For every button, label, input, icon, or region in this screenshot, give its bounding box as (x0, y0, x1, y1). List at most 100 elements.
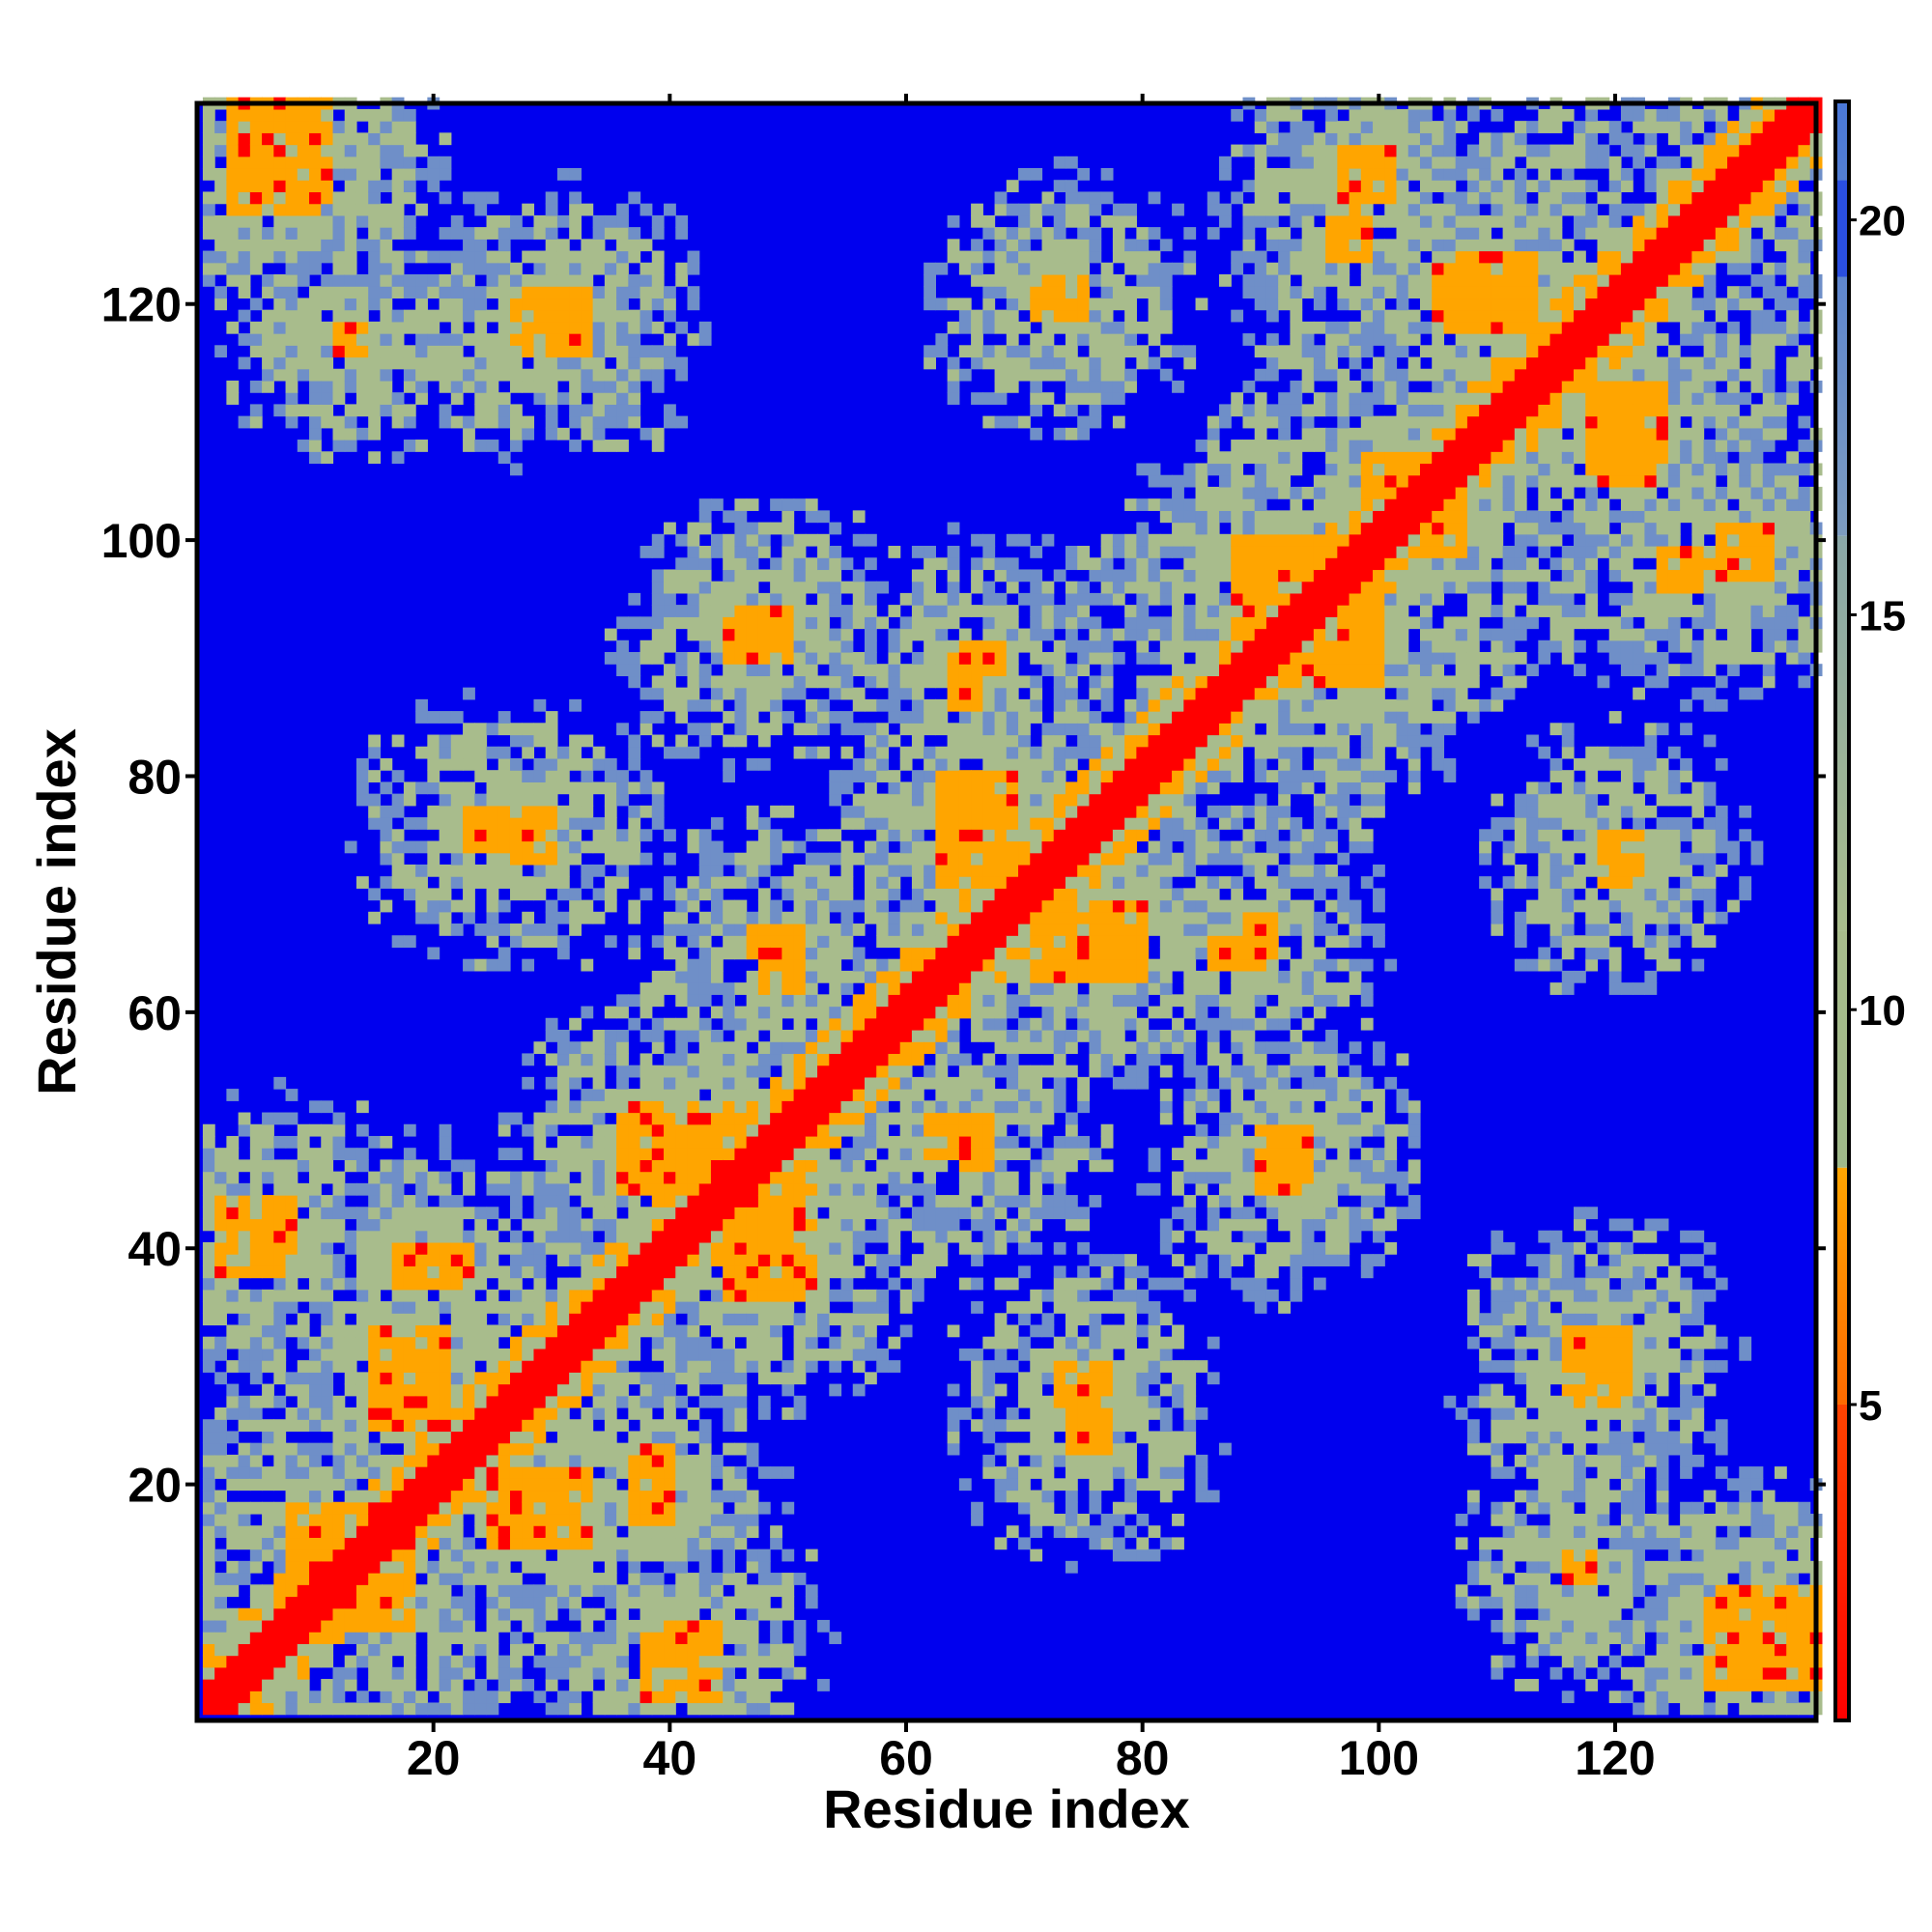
heatmap-cell (439, 168, 452, 181)
heatmap-cell (829, 651, 842, 665)
heatmap-cell (249, 1407, 263, 1420)
heatmap-cell (604, 1584, 617, 1598)
heatmap-cell (545, 321, 558, 334)
heatmap-cell (723, 757, 736, 771)
heatmap-cell (309, 1182, 322, 1196)
heatmap-cell (249, 1195, 263, 1208)
heatmap-cell (675, 1017, 689, 1031)
heatmap-cell (262, 250, 274, 264)
heatmap-cell (486, 1182, 499, 1196)
heatmap-cell (368, 392, 382, 405)
heatmap-cell (285, 1218, 298, 1232)
heatmap-cell (380, 1596, 393, 1609)
heatmap-cell (947, 1383, 960, 1397)
heatmap-cell (651, 1513, 665, 1526)
heatmap-cell (368, 214, 382, 228)
heatmap-cell (297, 1478, 310, 1492)
heatmap-cell (817, 1159, 830, 1173)
heatmap-cell (415, 1702, 428, 1716)
heatmap-cell (262, 1513, 274, 1526)
heatmap-cell (840, 1241, 854, 1255)
heatmap-cell (994, 321, 1008, 334)
heatmap-cell (439, 1171, 452, 1184)
heatmap-cell (982, 687, 996, 700)
heatmap-cell (450, 1241, 464, 1255)
heatmap-cell (249, 404, 263, 417)
heatmap-cell (604, 214, 617, 228)
heatmap-cell (911, 994, 924, 1008)
heatmap-cell (415, 1584, 428, 1598)
heatmap-cell (368, 345, 382, 358)
heatmap-cell (463, 1336, 475, 1350)
heatmap-cell (911, 711, 924, 724)
heatmap-cell (888, 935, 901, 949)
heatmap-cell (486, 214, 499, 228)
heatmap-cell (888, 1112, 901, 1125)
heatmap-cell (509, 368, 523, 382)
heatmap-cell (935, 698, 949, 712)
heatmap-cell (522, 1313, 535, 1326)
heatmap-cell (592, 1607, 606, 1621)
heatmap-cell (770, 805, 782, 818)
heatmap-cell (355, 108, 369, 122)
heatmap-cell (569, 888, 582, 901)
heatmap-cell (664, 1195, 676, 1208)
heatmap-cell (509, 404, 523, 417)
heatmap-cell (533, 757, 547, 771)
heatmap-cell (355, 1466, 369, 1479)
heatmap-cell (368, 805, 382, 818)
heatmap-cell (202, 262, 215, 275)
heatmap-cell (947, 994, 960, 1008)
heatmap-cell (439, 1383, 452, 1397)
heatmap-cell (628, 757, 641, 771)
heatmap-cell (994, 1478, 1008, 1492)
heatmap-cell (533, 1655, 547, 1668)
heatmap-cell (805, 698, 818, 712)
heatmap-cell (770, 1089, 782, 1101)
heatmap-cell (463, 333, 475, 346)
heatmap-cell (285, 1560, 298, 1574)
heatmap-cell (793, 1100, 807, 1114)
heatmap-cell (971, 1372, 983, 1385)
heatmap-cell (675, 273, 689, 287)
heatmap-cell (285, 262, 298, 275)
heatmap-cell (923, 888, 936, 901)
heatmap-cell (202, 227, 215, 240)
heatmap-cell (734, 1230, 748, 1243)
heatmap-cell (533, 1324, 547, 1338)
heatmap-cell (982, 923, 996, 936)
heatmap-cell (403, 380, 416, 393)
heatmap-cell (698, 864, 712, 877)
heatmap-cell (486, 1666, 499, 1680)
heatmap-cell (238, 262, 251, 275)
heatmap-cell (876, 1207, 890, 1220)
heatmap-cell (911, 1029, 924, 1042)
heatmap-cell (368, 1548, 382, 1562)
heatmap-cell (403, 440, 416, 452)
heatmap-cell (958, 935, 972, 949)
heatmap-cell (770, 1619, 782, 1633)
heatmap-cell (628, 1348, 641, 1361)
heatmap-cell (556, 1254, 570, 1266)
heatmap-cell (321, 191, 334, 205)
heatmap-cell (226, 380, 240, 393)
heatmap-cell (651, 1041, 665, 1055)
heatmap-cell (982, 746, 996, 759)
heatmap-cell (344, 368, 357, 382)
heatmap-cell (581, 1135, 594, 1149)
heatmap-cell (509, 298, 523, 311)
heatmap-cell (391, 156, 405, 169)
heatmap-cell (687, 1619, 700, 1633)
heatmap-cell (817, 616, 830, 630)
heatmap-cell (923, 616, 936, 630)
heatmap-cell (710, 982, 724, 995)
heatmap-cell (332, 214, 346, 228)
heatmap-cell (297, 1241, 310, 1255)
heatmap-cell (226, 1607, 240, 1621)
heatmap-cell (746, 651, 759, 665)
heatmap-cell (793, 1135, 807, 1149)
heatmap-cell (840, 1348, 854, 1361)
heatmap-cell (604, 1513, 617, 1526)
heatmap-cell (971, 1076, 983, 1090)
heatmap-cell (474, 191, 488, 205)
